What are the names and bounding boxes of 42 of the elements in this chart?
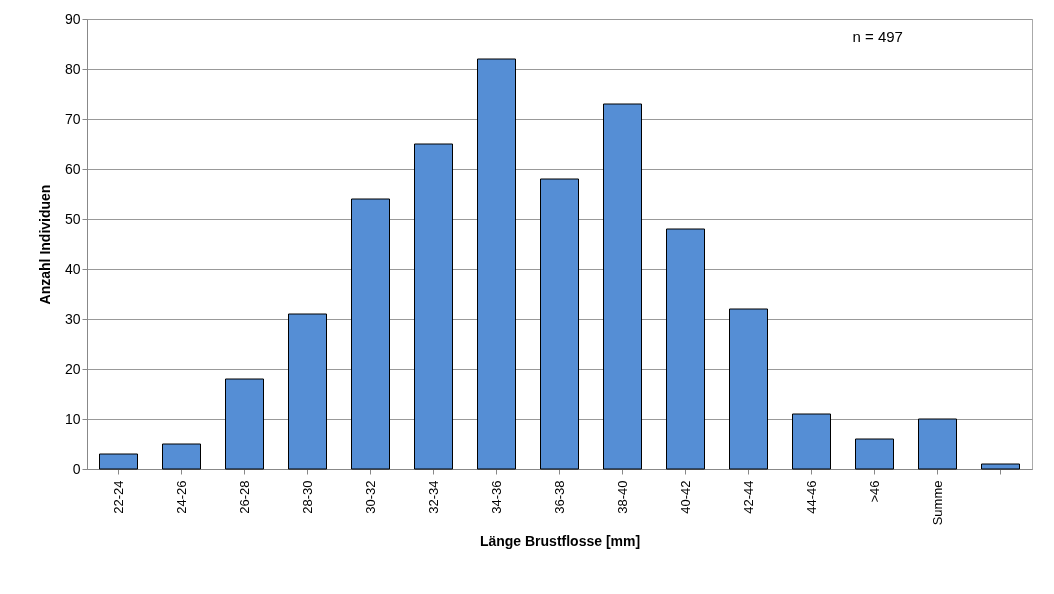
x-tick-label: 22-24 (110, 480, 126, 514)
bar (414, 143, 453, 470)
x-tick-label: 30-32 (362, 480, 378, 514)
x-tick-label: 42-44 (740, 480, 756, 514)
y-tick-label: 70 (64, 110, 81, 127)
y-tick-label: 10 (64, 410, 81, 427)
bar (855, 438, 894, 470)
y-axis-title: Anzahl Individuen (36, 184, 53, 305)
annotation: n = 497 (852, 28, 903, 45)
x-tick-label: 40-42 (677, 480, 693, 514)
y-tick-label: 80 (64, 60, 81, 77)
bar (162, 443, 201, 470)
bar (792, 413, 831, 470)
x-tick-label: 36-38 (551, 480, 567, 514)
x-tick-label: >46 (866, 480, 882, 503)
y-tick-label: 40 (64, 260, 81, 277)
x-tick-label: 24-26 (173, 480, 189, 514)
bar (225, 378, 264, 470)
x-tick-label: 44-46 (803, 480, 819, 514)
bar (351, 198, 390, 470)
bar (603, 103, 642, 470)
y-tick-label: 30 (64, 310, 81, 327)
y-tick-label: 50 (64, 210, 81, 227)
bar (477, 58, 516, 470)
bar (99, 453, 138, 470)
y-tick-label: 60 (64, 160, 81, 177)
x-tick-label: 26-28 (236, 480, 252, 514)
x-axis-title: Länge Brustflosse [mm] (479, 533, 641, 550)
bar (666, 228, 705, 470)
bar (918, 418, 957, 470)
bar (981, 463, 1020, 470)
x-tick-label: 34-36 (488, 480, 504, 514)
x-tick-label: 28-30 (299, 480, 315, 514)
bar (288, 313, 327, 470)
x-tick-label: 38-40 (614, 480, 630, 514)
x-tick-label: 32-34 (425, 480, 441, 514)
bar (729, 308, 768, 470)
x-tick-label: Summe (929, 480, 945, 526)
y-tick-label: 20 (64, 360, 81, 377)
y-tick-label: 0 (72, 460, 81, 477)
y-tick-label: 90 (64, 10, 81, 27)
bar (540, 178, 579, 470)
